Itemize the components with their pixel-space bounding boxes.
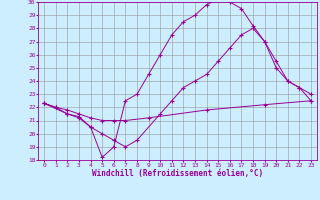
X-axis label: Windchill (Refroidissement éolien,°C): Windchill (Refroidissement éolien,°C) xyxy=(92,169,263,178)
